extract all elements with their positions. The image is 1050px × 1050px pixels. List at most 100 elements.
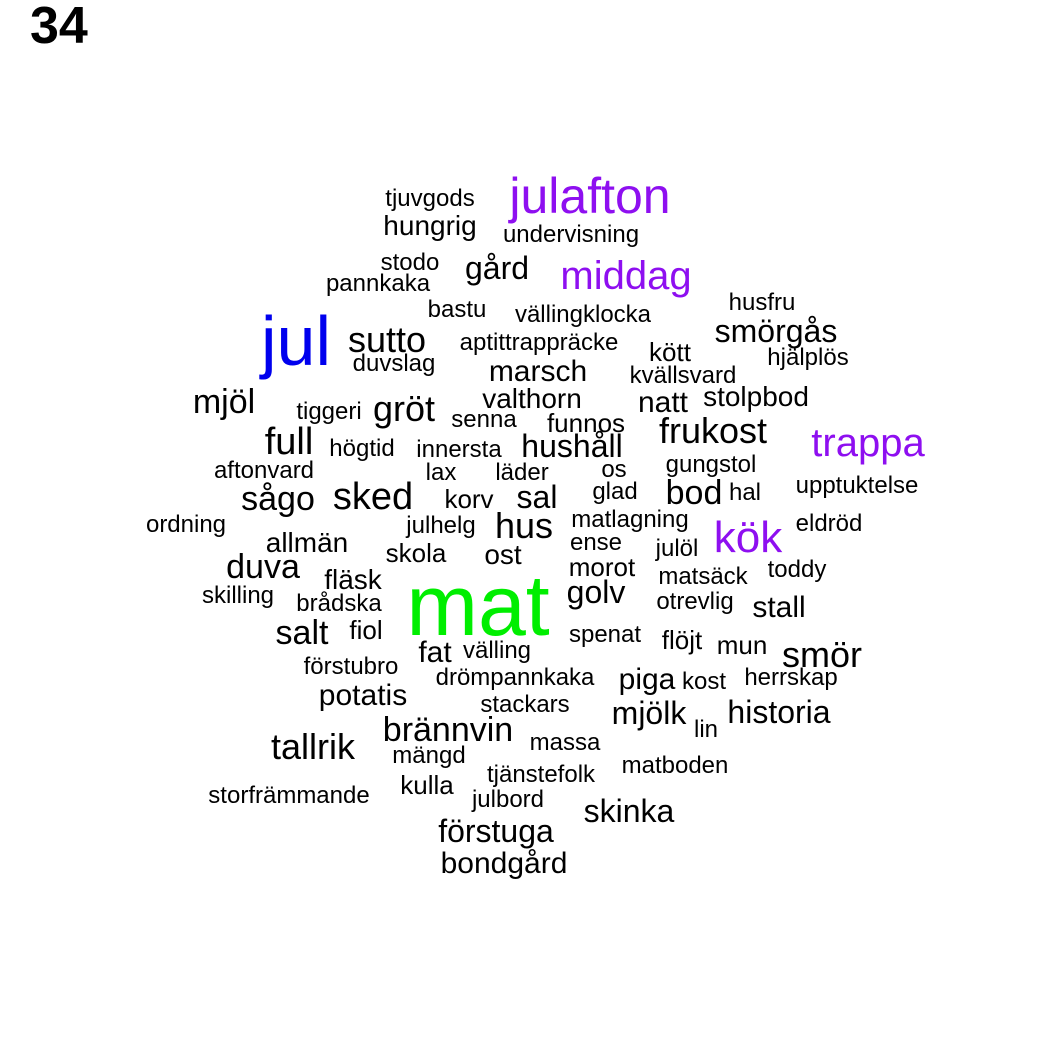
word-96: skinka (583, 793, 675, 829)
word-10: pannkaka (325, 270, 431, 297)
word-98: bondgård (440, 847, 568, 880)
word-49: ordning (145, 511, 227, 538)
word-11: gård (464, 250, 530, 286)
word-14: vällingklocka (514, 301, 652, 328)
word-68: stall (752, 591, 806, 624)
word-61: matsäck (658, 563, 748, 590)
word-83: stackars (480, 691, 570, 718)
word-44: korv (444, 484, 494, 514)
word-82: potatis (318, 679, 408, 712)
word-67: otrevlig (656, 588, 734, 615)
word-4: trappa (811, 421, 925, 465)
word-24: valthorn (482, 383, 582, 414)
word-71: spenat (568, 621, 642, 648)
word-41: upptuktelse (795, 472, 919, 499)
word-28: natt (637, 386, 689, 419)
word-56: skola (385, 538, 447, 568)
word-80: kost (681, 668, 727, 695)
word-23: mjöl (192, 383, 256, 421)
word-63: fläsk (324, 564, 382, 595)
word-70: fiol (349, 615, 383, 645)
word-5: kök (713, 513, 783, 562)
word-12: husfru (728, 289, 796, 316)
word-94: storfrämmande (208, 782, 370, 809)
word-48: hal (728, 479, 762, 506)
word-18: kött (649, 337, 691, 367)
word-69: salt (275, 614, 329, 652)
word-47: bod (665, 474, 723, 512)
word-34: innersta (416, 436, 502, 463)
word-54: allmän (265, 527, 349, 558)
word-21: marsch (488, 355, 588, 388)
word-51: hus (494, 505, 554, 546)
word-95: julbord (471, 786, 545, 813)
word-19: hjälplös (767, 344, 849, 371)
word-90: massa (529, 729, 601, 756)
word-22: kvällsvard (629, 362, 737, 389)
word-53: eldröd (795, 510, 863, 537)
word-66: golv (566, 574, 626, 610)
word-36: aftonvard (213, 457, 315, 484)
word-65: brådska (296, 590, 382, 617)
word-79: piga (618, 663, 676, 696)
word-78: drömpannkaka (435, 664, 595, 691)
word-3: middag (560, 254, 692, 298)
word-75: fat (418, 636, 452, 669)
word-72: flöjt (661, 625, 703, 655)
word-93: kulla (400, 770, 454, 800)
word-31: frukost (658, 410, 768, 451)
word-58: julöl (655, 535, 699, 562)
word-57: ost (484, 539, 522, 570)
word-55: ense (569, 529, 623, 556)
word-81: herrskap (744, 664, 838, 691)
word-64: skilling (201, 582, 275, 609)
word-88: tallrik (270, 726, 356, 767)
word-1: jul (260, 302, 332, 380)
word-46: glad (592, 478, 638, 505)
word-2: julafton (509, 168, 671, 224)
word-8: undervisning (502, 221, 640, 248)
word-16: sutto (347, 319, 427, 360)
word-30: funnos (546, 408, 626, 438)
word-84: mjölk (611, 695, 687, 731)
word-33: högtid (329, 435, 395, 462)
word-37: lax (425, 459, 457, 486)
page-number: 34 (30, 0, 88, 55)
word-27: gröt (372, 388, 436, 429)
word-74: smör (782, 634, 862, 675)
word-29: senna (451, 406, 517, 433)
word-73: mun (716, 630, 768, 660)
word-20: duvslag (352, 350, 436, 377)
word-87: lin (693, 716, 719, 743)
word-26: tiggeri (296, 398, 362, 425)
word-89: mängd (392, 742, 466, 769)
word-7: hungrig (383, 210, 477, 241)
word-92: matboden (621, 752, 729, 779)
word-13: bastu (427, 296, 487, 323)
word-15: smörgås (714, 313, 838, 349)
word-40: gungstol (665, 451, 757, 478)
word-97: förstuga (438, 813, 554, 849)
word-0: mat (406, 558, 550, 654)
word-25: stolpbod (703, 381, 809, 412)
word-43: sked (332, 476, 414, 518)
word-9: stodo (380, 249, 440, 276)
word-42: sågo (241, 480, 315, 518)
word-39: os (601, 456, 627, 483)
word-50: julhelg (406, 512, 476, 539)
word-45: sal (516, 479, 558, 515)
word-38: läder (495, 459, 549, 486)
word-77: förstubro (303, 653, 399, 680)
word-52: matlagning (571, 506, 689, 533)
word-86: brännvin (382, 711, 514, 749)
word-76: välling (462, 637, 532, 664)
word-59: duva (226, 548, 300, 586)
word-6: tjuvgods (385, 185, 475, 212)
word-62: toddy (767, 556, 827, 583)
word-91: tjänstefolk (486, 761, 596, 788)
word-32: full (264, 421, 314, 463)
word-85: historia (727, 694, 831, 730)
word-17: aptittrappräcke (459, 329, 619, 356)
word-60: morot (568, 552, 636, 582)
